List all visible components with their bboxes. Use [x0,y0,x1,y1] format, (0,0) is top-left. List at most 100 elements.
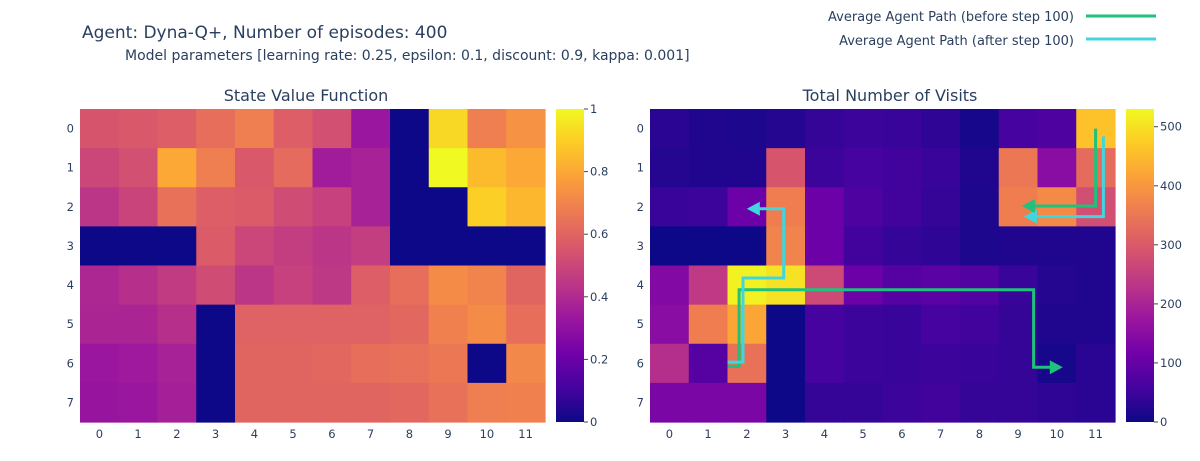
state-value-cell-r5-c0 [80,304,120,345]
visits-cell-r7-c9 [998,382,1039,423]
visits-cell-r1-c2 [727,148,767,188]
visits-x-tick: 6 [898,427,905,441]
state-value-cell-r3-c0 [80,226,120,267]
state-value-cell-r5-c10 [467,304,507,345]
state-value-cell-r4-c11 [506,265,546,306]
state-value-cell-r6-c4 [235,343,275,384]
visits-colorbar-tick: 300 [1160,238,1182,252]
agent-path-0 [727,288,1059,369]
state-value-colorbar-tick: 1 [590,102,597,116]
state-value-cell-r4-c6 [312,265,352,306]
state-value-x-tick: 3 [212,427,219,441]
visits-cell-r4-c6 [882,265,922,306]
visits-x-tick: 4 [821,427,828,441]
visits-cell-r2-c0 [650,187,690,227]
state-value-y-tick: 6 [67,356,74,370]
visits-cell-r1-c3 [766,148,806,188]
agent-path-1 [1027,136,1105,219]
state-value-cell-r5-c1 [118,304,159,345]
state-value-title: State Value Function [224,86,389,105]
state-value-cell-r0-c2 [157,109,197,149]
state-value-cell-r1-c9 [428,148,469,188]
state-value-cell-r5-c3 [196,304,236,345]
state-value-cell-r0-c8 [390,109,430,149]
state-value-cell-r2-c11 [506,187,546,227]
state-value-colorbar [556,109,584,422]
state-value-cell-r1-c0 [80,148,120,188]
state-value-y-tick: 1 [67,161,74,175]
state-value-cell-r3-c5 [273,226,314,267]
visits-cell-r5-c3 [766,304,806,345]
visits-cell-r6-c4 [805,343,845,384]
visits-cell-r4-c11 [1076,265,1116,306]
visits-cell-r3-c4 [805,226,845,267]
state-value-cell-r3-c7 [351,226,391,267]
state-value-cell-r3-c4 [235,226,275,267]
legend-label-before: Average Agent Path (before step 100) [828,10,1074,25]
visits-cell-r4-c5 [843,265,884,306]
visits-cell-r5-c0 [650,304,690,345]
state-value-cell-r6-c9 [428,343,469,384]
visits-cell-r0-c4 [805,109,845,149]
state-value-cell-r5-c4 [235,304,275,345]
state-value-cell-r2-c2 [157,187,197,227]
visits-cell-r4-c7 [921,265,961,306]
visits-x-tick: 7 [937,427,944,441]
visits-cell-r7-c3 [766,382,806,423]
state-value-y-tick: 3 [67,239,74,253]
visits-cell-r3-c0 [650,226,690,267]
state-value-cell-r6-c6 [312,343,352,384]
visits-cell-r5-c7 [921,304,961,345]
visits-y-tick: 7 [637,395,644,409]
visits-cell-r4-c1 [688,265,729,306]
state-value-cell-r2-c4 [235,187,275,227]
visits-cell-r0-c7 [921,109,961,149]
state-value-cell-r7-c1 [118,382,159,423]
visits-cell-r5-c8 [960,304,1000,345]
state-value-cell-r0-c6 [312,109,352,149]
state-value-cell-r2-c6 [312,187,352,227]
visits-x-tick: 3 [782,427,789,441]
visits-cell-r7-c4 [805,382,845,423]
visits-cell-r5-c11 [1076,304,1116,345]
state-value-cell-r4-c5 [273,265,314,306]
state-value-cell-r7-c2 [157,382,197,423]
visits-cell-r7-c1 [688,382,729,423]
visits-x-tick: 2 [743,427,750,441]
state-value-cell-r7-c10 [467,382,507,423]
visits-title: Total Number of Visits [802,86,978,105]
visits-cell-r7-c11 [1076,382,1116,423]
visits-y-tick: 3 [637,239,644,253]
visits-cell-r1-c7 [921,148,961,188]
visits-colorbar-tick: 400 [1160,179,1182,193]
state-value-cell-r1-c5 [273,148,314,188]
state-value-x-tick: 6 [328,427,335,441]
state-value-cell-r1-c10 [467,148,507,188]
visits-cell-r0-c1 [688,109,729,149]
visits-cell-r6-c0 [650,343,690,384]
state-value-cell-r2-c7 [351,187,391,227]
figure-title: Agent: Dyna-Q+, Number of episodes: 400 [82,23,447,43]
visits-cell-r2-c5 [843,187,884,227]
visits-cell-r2-c2 [727,187,767,227]
state-value-x-tick: 1 [134,427,141,441]
visits-cell-r4-c10 [1037,265,1077,306]
visits-y-tick: 2 [637,200,644,214]
state-value-cell-r6-c5 [273,343,314,384]
visits-cell-r0-c8 [960,109,1000,149]
state-value-cell-r3-c9 [428,226,469,267]
state-value-x-tick: 11 [518,427,533,441]
state-value-cell-r5-c5 [273,304,314,345]
visits-cell-r5-c4 [805,304,845,345]
state-value-colorbar-tick: 0.2 [590,352,608,366]
state-value-cell-r1-c8 [390,148,430,188]
visits-cell-r0-c0 [650,109,690,149]
visits-cell-r3-c7 [921,226,961,267]
visits-cell-r3-c11 [1076,226,1116,267]
visits-cell-r7-c5 [843,382,884,423]
visits-cell-r4-c4 [805,265,845,306]
visits-cell-r7-c7 [921,382,961,423]
state-value-cell-r7-c0 [80,382,120,423]
state-value-cell-r2-c1 [118,187,159,227]
